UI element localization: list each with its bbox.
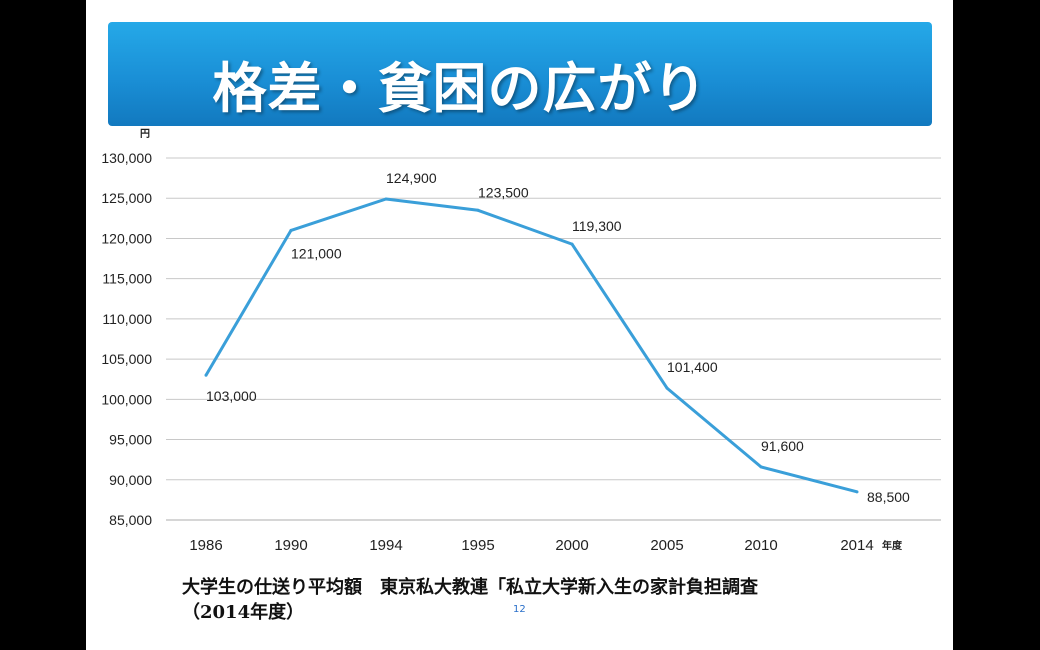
page-number: 12 — [513, 604, 526, 615]
data-point — [384, 197, 388, 201]
data-point — [665, 386, 669, 390]
x-tick-label: 1995 — [461, 537, 494, 554]
x-tick-label: 1990 — [274, 537, 307, 554]
slide-title: 格差・貧困の広がり — [212, 56, 708, 120]
y-tick-label: 100,000 — [101, 391, 152, 407]
x-tick-label: 2014 — [840, 537, 873, 554]
y-tick-label: 85,000 — [109, 512, 152, 528]
data-label: 123,500 — [478, 184, 529, 200]
data-label: 101,400 — [667, 359, 718, 375]
data-label: 124,900 — [386, 170, 437, 186]
line-chart: 85,000 90,000 95,000 100,000 105,000 110,000 1… — [101, 128, 941, 554]
source-caption: 大学生の仕送り平均額 東京私大教連「私立大学新入生の家計負担調査 （2014年度… — [182, 575, 758, 625]
x-tick-label: 2005 — [650, 537, 683, 554]
data-point — [570, 242, 574, 246]
data-point — [759, 465, 763, 469]
slide: 格差・貧困の広がり 85,000 90,000 95,000 100,000 105,0… — [86, 0, 953, 650]
x-tick-label: 1994 — [369, 537, 402, 554]
y-tick-label: 95,000 — [109, 432, 152, 448]
x-tick-label: 1986 — [189, 537, 222, 554]
data-label: 91,600 — [761, 438, 804, 454]
title-banner: 格差・貧困の広がり — [108, 22, 932, 126]
data-point — [476, 208, 480, 212]
data-label: 103,000 — [206, 388, 257, 404]
x-axis-unit-label: 年度 — [882, 539, 903, 552]
data-label: 88,500 — [867, 489, 910, 505]
y-tick-label: 120,000 — [101, 230, 152, 246]
data-label: 121,000 — [291, 245, 342, 261]
data-point — [855, 490, 859, 494]
x-tick-label: 2000 — [555, 537, 588, 554]
y-tick-label: 125,000 — [101, 190, 152, 206]
y-tick-label: 90,000 — [109, 472, 152, 488]
series-line — [204, 197, 858, 494]
x-tick-label: 2010 — [744, 537, 777, 554]
y-axis-unit-label: 円 — [140, 128, 150, 140]
caption-line-2: （2014年度） — [182, 602, 305, 623]
data-label: 119,300 — [572, 218, 622, 234]
y-tick-label: 130,000 — [101, 150, 152, 166]
y-tick-label: 115,000 — [102, 271, 152, 287]
y-tick-label: 110,000 — [102, 311, 152, 327]
data-point — [289, 228, 293, 232]
data-point — [204, 373, 208, 377]
y-tick-label: 105,000 — [101, 351, 152, 367]
caption-line-1: 大学生の仕送り平均額 東京私大教連「私立大学新入生の家計負担調査 — [182, 577, 758, 598]
